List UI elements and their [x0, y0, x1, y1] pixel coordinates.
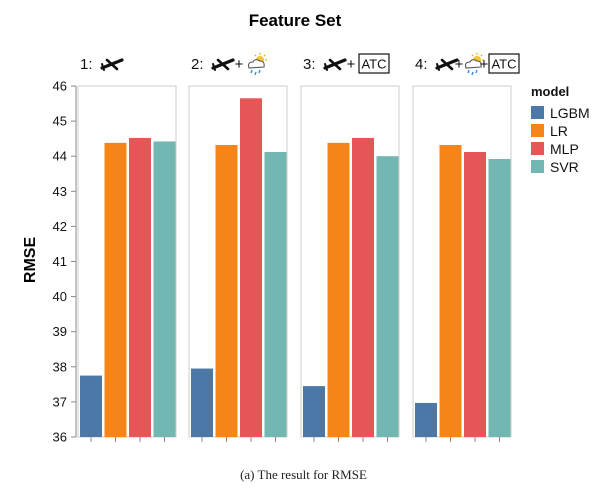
bar-mlp: [464, 151, 486, 437]
y-tick-label: 44: [53, 149, 67, 164]
legend-swatch: [531, 124, 544, 137]
bar-svr: [376, 156, 399, 437]
sun-ray: [254, 54, 257, 57]
bar-lr: [439, 144, 462, 437]
plane-tail: [436, 63, 440, 71]
panel-frame: [300, 85, 400, 438]
legend: model LGBM LR MLP SVR: [531, 84, 590, 175]
atc-label: ATC: [491, 57, 516, 72]
y-tick-label: 38: [53, 359, 67, 374]
facet-panels: 1: 2: +3: + ATC 4: + + ATC: [77, 53, 520, 442]
panel-frame: [188, 85, 288, 438]
plane-icon: [100, 58, 124, 71]
facet-panel: 2: +: [188, 53, 288, 442]
plus-sign: +: [480, 56, 489, 73]
rain-drop: [475, 69, 478, 74]
y-tick-label: 37: [53, 394, 67, 409]
facet-panel: 1:: [77, 56, 177, 442]
atc-box-border: [358, 53, 390, 74]
bar-lgbm: [191, 368, 213, 437]
y-tick-label: 41: [53, 254, 67, 269]
sun-ray: [480, 54, 483, 57]
bar-svr: [488, 159, 511, 437]
plane-tail: [212, 63, 216, 71]
facet-label: 4:: [415, 56, 428, 73]
cloud-shape: [464, 59, 482, 69]
y-tick-label: 42: [53, 219, 67, 234]
y-axis: 36 37 38 39 40 41 42 43 44 45 46: [53, 79, 77, 445]
facet-panel: 4: + + ATC: [412, 53, 520, 442]
atc-box: ATC: [358, 53, 390, 74]
plane-wing: [216, 58, 230, 71]
facet-label: 2:: [191, 56, 204, 73]
rain-drop: [254, 71, 257, 76]
bar-svr: [153, 141, 176, 437]
atc-box-border: [488, 53, 520, 74]
chart-title: Feature Set: [249, 11, 342, 30]
bar-mlp: [129, 137, 151, 437]
bar-lr: [215, 144, 238, 437]
plane-tail: [324, 63, 328, 71]
plane-icon: [435, 58, 459, 71]
rain-drop: [467, 69, 470, 74]
plane-tail: [101, 63, 105, 71]
plane-wing: [105, 58, 119, 71]
legend-item-label: MLP: [550, 141, 579, 157]
bar-mlp: [352, 137, 374, 437]
plus-sign: +: [455, 56, 464, 73]
sun-ray: [263, 54, 266, 57]
plane-icon: [323, 58, 347, 71]
sun-ray: [471, 54, 474, 57]
facet-label: 3:: [303, 56, 316, 73]
weather-icon: [464, 53, 484, 76]
plane-icon: [211, 58, 235, 71]
y-tick-label: 40: [53, 289, 67, 304]
plus-sign: +: [347, 56, 356, 73]
y-tick-label: 43: [53, 184, 67, 199]
cloud-shape: [247, 59, 265, 69]
legend-swatch: [531, 142, 544, 155]
bar-lr: [327, 142, 350, 437]
plus-sign: +: [235, 56, 244, 73]
panel-frame: [77, 85, 177, 438]
y-axis-label: RMSE: [22, 237, 39, 284]
plane-wing: [328, 58, 342, 71]
rain-drop: [258, 69, 261, 74]
rain-drop: [250, 69, 253, 74]
weather-icon: [247, 53, 267, 76]
bar-lgbm: [415, 402, 437, 437]
panel-frame: [412, 85, 512, 438]
bar-svr: [264, 151, 287, 437]
rain-drop: [471, 71, 474, 76]
y-tick-label: 46: [53, 79, 67, 94]
bar-lgbm: [303, 386, 325, 437]
legend-item-label: SVR: [550, 159, 579, 175]
legend-title: model: [531, 84, 569, 99]
facet-panel: 3: + ATC: [300, 53, 400, 442]
facet-label: 1:: [80, 56, 93, 73]
bar-lr: [104, 142, 127, 437]
legend-swatch: [531, 106, 544, 119]
y-tick-label: 45: [53, 114, 67, 129]
atc-box: ATC: [488, 53, 520, 74]
legend-item-label: LGBM: [550, 105, 590, 121]
bar-lgbm: [80, 375, 102, 437]
bar-mlp: [240, 98, 262, 437]
plane-wing: [440, 58, 454, 71]
figure-caption: (a) The result for RMSE: [240, 467, 367, 482]
legend-item-label: LR: [550, 123, 568, 139]
y-tick-label: 36: [53, 430, 67, 445]
atc-label: ATC: [361, 57, 386, 72]
legend-swatch: [531, 160, 544, 173]
y-tick-label: 39: [53, 324, 67, 339]
